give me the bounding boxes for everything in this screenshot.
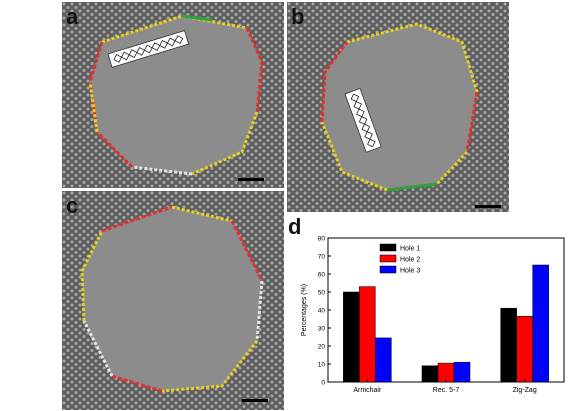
panel-d-chart: d 0 10 20 30 40 50 60 70 80 Percentages (%) Armcha… [286,214,574,411]
y-tick-label: 80 [318,236,326,243]
y-tick-label: 60 [318,272,326,279]
panel-b-micrograph [287,2,509,212]
x-tick-label: Armchair [353,387,382,394]
legend-swatch [379,243,397,252]
panel-label-d: d [288,214,302,239]
bar [359,286,376,383]
scale-bar-b [475,205,501,208]
hole-b [322,24,477,190]
x-tick-label: Zig-Zag [513,387,537,394]
bar [532,264,549,383]
panel-label-a: a [66,4,79,29]
panel-c-micrograph [62,191,284,410]
bar-chart: 0 10 20 30 40 50 60 70 80 Percentages (%) Armchair… [301,236,565,394]
panel-a: a [62,2,284,188]
panel-label-b: b [291,4,305,29]
scale-bar-c [242,399,268,402]
bar [500,307,517,383]
legend-swatch [379,254,397,263]
panel-c: c [62,191,284,410]
panel-a-micrograph [62,2,284,188]
panel-label-c: c [66,193,79,218]
y-axis-label: Percentages (%) [301,284,308,336]
hole-c [82,207,262,391]
bar [453,361,471,383]
x-tick-label: Rec. 5-7 [433,387,460,394]
legend-label: Hole 3 [400,268,420,275]
panel-b: b [287,2,509,212]
legend-label: Hole 1 [400,246,420,253]
legend-swatch [379,265,397,274]
y-tick-label: 40 [318,308,326,315]
legend-label: Hole 2 [400,257,420,264]
bar [421,365,439,383]
molecule-inset-b [344,88,382,153]
y-tick-label: 10 [318,362,326,369]
y-tick-label: 30 [318,326,326,333]
y-tick-label: 0 [321,380,325,387]
bar [516,316,533,383]
y-tick-label: 20 [318,344,326,351]
y-tick-label: 70 [318,254,326,261]
scale-bar-a [238,178,264,181]
y-tick-label: 50 [318,290,326,297]
bar [343,291,360,383]
bar [375,337,392,383]
molecule-inset-a [107,30,190,68]
